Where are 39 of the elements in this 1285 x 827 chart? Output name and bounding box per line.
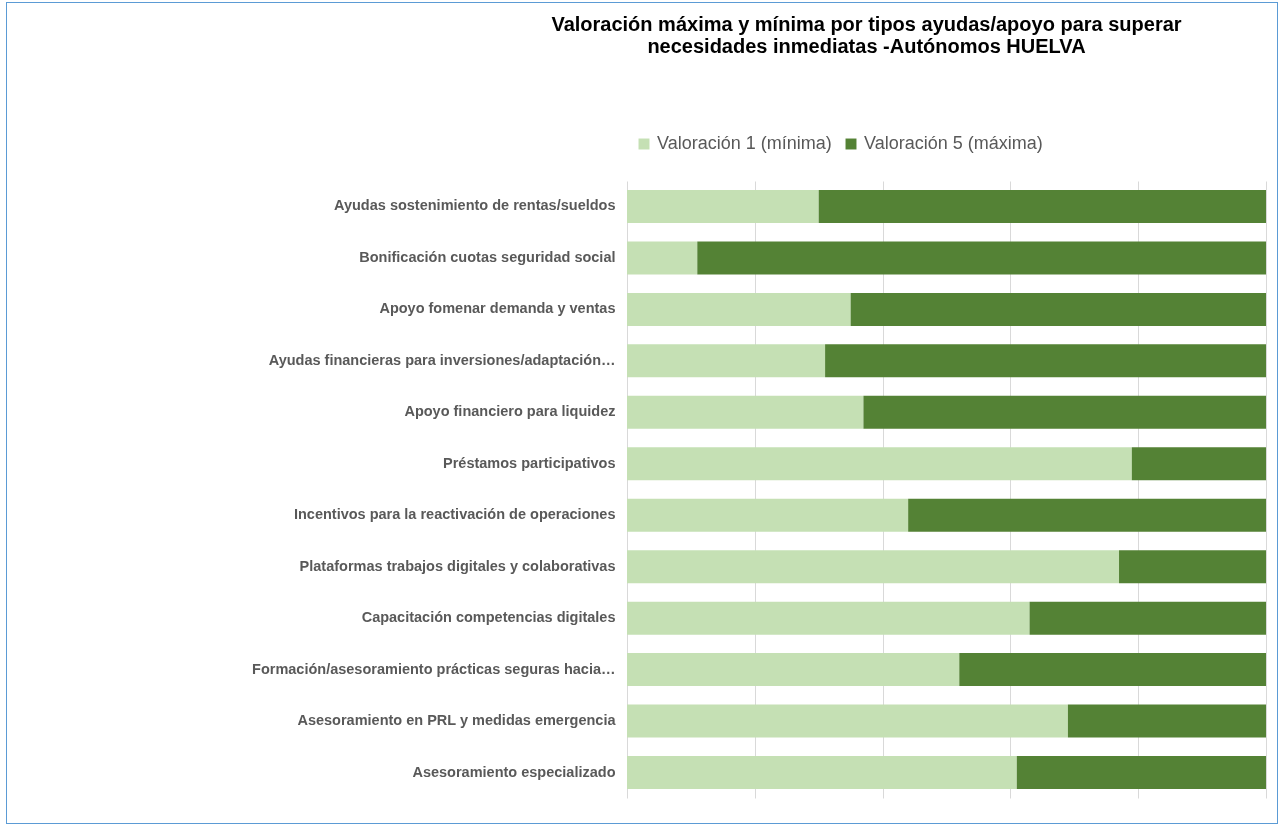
bar — [1119, 550, 1266, 584]
bar — [863, 395, 1266, 429]
bar — [959, 653, 1266, 687]
bar — [627, 241, 698, 275]
y-tick-label: Formación/asesoramiento prácticas seguras hacia… — [252, 660, 616, 677]
y-tick-label: Asesoramiento en PRL y medidas emergencia — [297, 712, 617, 729]
y-tick-label: Incentivos para la reactivación de operaciones — [293, 506, 616, 523]
bar — [627, 344, 826, 378]
bar — [1029, 601, 1266, 635]
bar — [627, 704, 1068, 738]
legend-label: Valoración 5 (máxima) — [864, 133, 1043, 153]
y-tick-label: Capacitación competencias digitales — [361, 609, 616, 626]
y-tick-label: Asesoramiento especializado — [412, 763, 616, 780]
bar — [1131, 447, 1266, 481]
bar — [627, 189, 819, 223]
bar — [825, 344, 1266, 378]
bar — [1067, 704, 1266, 738]
bar — [627, 601, 1030, 635]
y-tick-label: Préstamos participativos — [443, 454, 616, 471]
bar — [627, 498, 909, 532]
bar — [627, 756, 1017, 790]
bar — [1016, 756, 1266, 790]
bar — [627, 447, 1132, 481]
legend-label: Valoración 1 (mínima) — [657, 133, 832, 153]
y-tick-label: Ayudas sostenimiento de rentas/sueldos — [334, 197, 616, 214]
y-tick-label: Bonificación cuotas seguridad social — [359, 248, 616, 265]
bar — [627, 395, 864, 429]
bar — [697, 241, 1266, 275]
y-tick-label: Ayudas financieras para inversiones/adaptación… — [268, 351, 616, 368]
bar — [627, 653, 960, 687]
y-tick-label: Apoyo financiero para liquidez — [404, 403, 616, 420]
bar — [627, 292, 851, 326]
bar — [818, 189, 1266, 223]
y-tick-label: Apoyo fomenar demanda y ventas — [379, 300, 616, 317]
bar — [908, 498, 1266, 532]
bar — [850, 292, 1266, 326]
y-tick-label: Plataformas trabajos digitales y colaborativas — [299, 557, 616, 574]
bar — [627, 550, 1120, 584]
chart-title: Valoración máxima y mínima por tipos ayudas/apoyo para superar necesidades inmediatas -Autónomos HUELVA — [551, 13, 1182, 57]
